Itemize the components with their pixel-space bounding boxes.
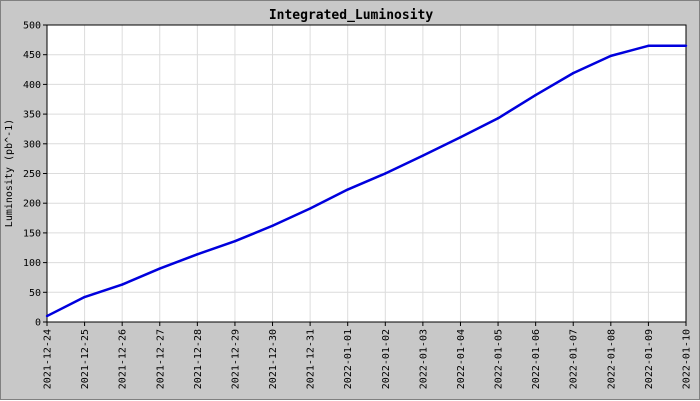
chart-title: Integrated_Luminosity — [269, 8, 434, 23]
data-point — [647, 44, 650, 47]
x-tick-label: 2021-12-30 — [268, 329, 279, 389]
x-tick-label: 2022-01-08 — [606, 329, 617, 389]
y-tick-label: 250 — [23, 169, 41, 180]
data-point — [83, 295, 86, 299]
x-tick-label: 2021-12-27 — [155, 329, 166, 389]
y-tick-label: 150 — [23, 228, 41, 239]
data-point — [534, 93, 537, 97]
y-tick-label: 400 — [23, 80, 41, 91]
data-point — [684, 44, 688, 47]
x-tick-label: 2022-01-09 — [644, 329, 655, 389]
y-tick-label: 350 — [23, 110, 41, 121]
x-tick-label: 2021-12-29 — [230, 329, 241, 389]
y-tick-labels: 0 50 100 150 200 250 300 350 400 450 500 — [23, 21, 41, 329]
x-tick-label: 2022-01-07 — [569, 329, 580, 389]
plot-border — [46, 24, 687, 323]
y-tick-label: 500 — [23, 21, 41, 32]
x-tick-label: 2021-12-26 — [118, 329, 129, 389]
y-tick-label: 300 — [23, 139, 41, 150]
data-point — [158, 267, 161, 270]
data-point — [421, 154, 425, 157]
x-tick-label: 2021-12-28 — [193, 329, 204, 389]
x-tick-label: 2021-12-24 — [43, 329, 54, 389]
x-tick-labels: 2021-12-24 2021-12-25 2021-12-26 2021-12-27… — [43, 329, 693, 389]
data-point — [609, 54, 613, 58]
x-tick-label: 2021-12-31 — [306, 329, 317, 389]
data-point — [459, 136, 462, 139]
x-tick-label: 2022-01-02 — [381, 329, 392, 389]
y-tick-label: 100 — [23, 258, 41, 269]
series-line — [46, 44, 686, 318]
x-tick-label: 2022-01-03 — [418, 329, 429, 389]
data-point — [196, 253, 199, 256]
x-tick-label: 2022-01-05 — [494, 329, 505, 389]
data-point — [45, 314, 49, 318]
y-tick-label: 0 — [35, 318, 41, 329]
data-point — [572, 71, 575, 75]
y-tick-label: 50 — [29, 288, 41, 299]
x-tick-label: 2022-01-04 — [456, 329, 467, 389]
data-points — [45, 44, 688, 318]
x-tick-label: 2022-01-06 — [531, 329, 542, 389]
axes — [43, 24, 687, 326]
data-point — [271, 224, 274, 227]
y-tick-label: 200 — [23, 199, 41, 210]
x-tick-label: 2021-12-25 — [80, 329, 91, 389]
data-point — [120, 283, 124, 286]
data-point — [233, 240, 237, 243]
data-point — [384, 172, 387, 175]
data-point — [308, 207, 312, 210]
y-axis-label: Luminosity (pb^-1) — [4, 119, 15, 227]
x-tick-label: 2022-01-10 — [682, 329, 693, 389]
x-tick-label: 2022-01-01 — [343, 329, 354, 389]
data-point — [346, 188, 349, 191]
data-point — [496, 117, 500, 120]
y-tick-label: 450 — [23, 50, 41, 61]
